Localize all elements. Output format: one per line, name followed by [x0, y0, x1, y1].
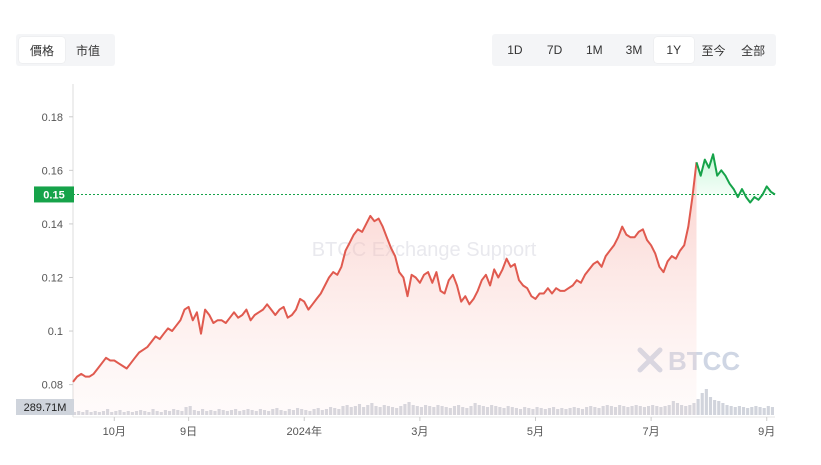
range-1y[interactable]: 1Y	[653, 37, 694, 63]
volume-bar	[713, 400, 717, 415]
volume-bar	[770, 407, 774, 415]
volume-bar	[754, 406, 758, 415]
x-tick-label: 7月	[643, 426, 660, 438]
price-chart[interactable]: 0.08 0.1 0.12 0.14 0.16 0.18 10月 9日 2024年 3月 5月 7月 9…	[0, 80, 821, 460]
range-1m[interactable]: 1M	[585, 43, 603, 57]
volume-bar	[750, 407, 754, 415]
y-tick-label: 0.12	[42, 272, 63, 284]
current-price-badge	[34, 186, 74, 203]
x-tick-label: 9日	[180, 426, 197, 438]
volume-bar	[741, 407, 746, 415]
y-tick-label: 0.16	[42, 165, 63, 177]
volume-label: 289.71M	[24, 402, 67, 414]
y-tick-label: 0.18	[42, 112, 63, 124]
range-all[interactable]: 全部	[741, 43, 766, 58]
y-tick-label: 0.08	[42, 380, 63, 392]
volume-bar	[700, 393, 704, 415]
range-toggle: 1D 7D 1M 3M 1Y 至今 全部	[492, 34, 776, 66]
x-tick-label: 2024年	[287, 424, 322, 438]
y-tick-label: 0.14	[42, 219, 63, 231]
price-area-up	[696, 154, 775, 203]
volume-badge	[16, 399, 74, 415]
volume-bar	[696, 399, 700, 415]
volume-bar	[737, 406, 741, 415]
range-ytd[interactable]: 至今	[701, 43, 726, 58]
volume-bar	[746, 408, 750, 415]
volume-bar	[704, 389, 708, 415]
price-line	[72, 153, 776, 383]
y-tick-label: 0.1	[48, 326, 63, 338]
price-area-down	[73, 162, 697, 415]
volume-bar	[721, 403, 725, 415]
x-tick-label: 5月	[527, 426, 544, 438]
volume-bar	[733, 407, 737, 415]
overlays: 0.15 289.71M	[16, 186, 775, 415]
axes: 0.08 0.1 0.12 0.14 0.16 0.18 10月 9日 2024年 3月 5月 7月 9…	[42, 84, 775, 438]
volume-bar	[758, 407, 762, 415]
volume-bar	[717, 401, 721, 415]
volume-bar	[762, 408, 766, 415]
price-area	[73, 154, 775, 415]
chart-svg: 0.08 0.1 0.12 0.14 0.16 0.18 10月 9日 2024年 3月 5月 7月 9…	[16, 84, 776, 438]
tab-market-cap[interactable]: 市值	[75, 43, 100, 58]
range-3m[interactable]: 3M	[625, 43, 643, 57]
volume-bar	[729, 406, 733, 415]
range-7d[interactable]: 7D	[546, 43, 563, 57]
price-line-up	[695, 153, 776, 204]
volume-bar	[725, 405, 729, 415]
tab-price[interactable]: 價格	[19, 37, 65, 63]
x-tick-label: 3月	[411, 426, 428, 438]
volume-bar	[708, 397, 713, 415]
price-line-down	[72, 162, 698, 383]
metric-toggle: 價格 市值	[16, 34, 115, 66]
range-1d[interactable]: 1D	[507, 43, 523, 57]
x-tick-label: 9月	[758, 426, 775, 438]
current-price-label: 0.15	[43, 189, 64, 201]
x-tick-label: 10月	[103, 426, 126, 438]
volume-bar	[766, 406, 770, 415]
